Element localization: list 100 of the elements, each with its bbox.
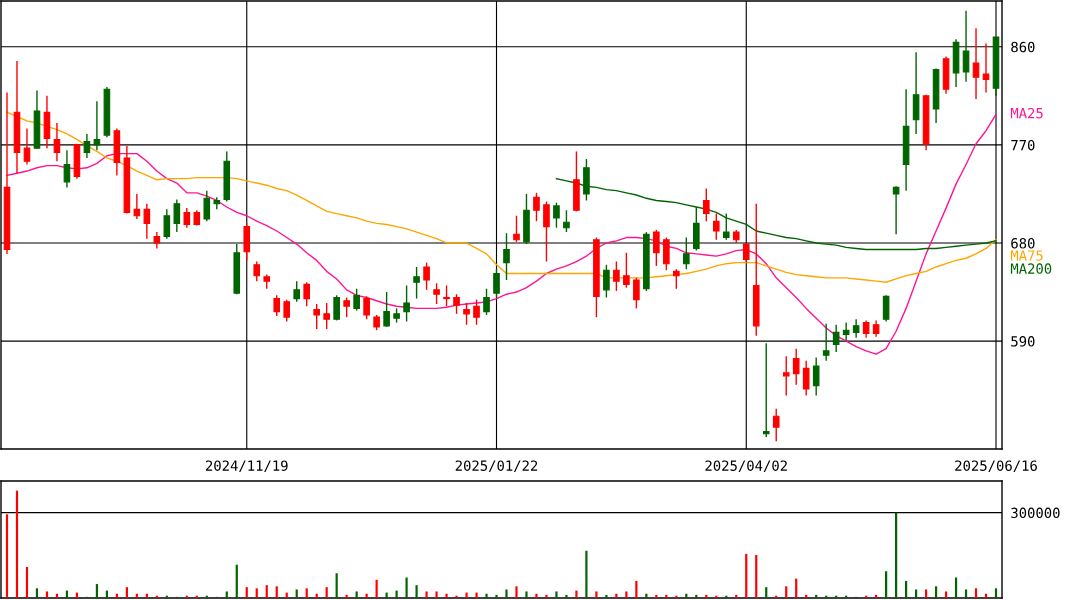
candlestick (633, 277, 640, 310)
candlestick (812, 356, 820, 397)
bar (525, 591, 528, 598)
bar (994, 588, 998, 598)
bar (5, 514, 9, 598)
candlestick (293, 280, 301, 303)
candlestick (832, 324, 840, 353)
candlestick (493, 268, 500, 299)
candlestick (323, 302, 330, 330)
y-tick-label: 590 (1011, 336, 1035, 347)
candlestick (443, 284, 450, 307)
x-tick-label: 2025/04/02 (705, 460, 787, 473)
bar (235, 564, 238, 598)
candlestick (383, 291, 390, 328)
x-tick-label: 2025/06/16 (955, 460, 1037, 473)
candlestick (183, 207, 191, 229)
candlestick (63, 149, 71, 189)
bar (565, 594, 568, 598)
y-tick-label: 300000 (1011, 507, 1060, 519)
candlestick (333, 294, 340, 322)
bar (765, 587, 768, 598)
bar (785, 586, 788, 598)
candlestick (533, 192, 540, 222)
candlestick (852, 318, 860, 339)
y-tick-label: 770 (1011, 139, 1035, 151)
candlestick (762, 342, 770, 438)
candlestick (683, 236, 690, 270)
candlestick (283, 298, 291, 323)
candlestick (513, 215, 520, 243)
bar (95, 584, 98, 598)
candlestick (842, 321, 850, 342)
bar (535, 593, 538, 598)
candlestick (413, 266, 420, 300)
candlestick (363, 295, 370, 320)
bar (944, 591, 948, 598)
bar (545, 594, 548, 598)
bar (375, 579, 378, 598)
bar (575, 590, 578, 598)
candlestick (802, 360, 810, 397)
candlestick (613, 260, 620, 292)
bar (25, 566, 29, 598)
bar (964, 589, 968, 598)
candlestick (463, 302, 470, 326)
bar (255, 588, 258, 598)
bar (515, 586, 518, 598)
bar (495, 594, 498, 598)
candlestick (53, 122, 61, 162)
bar (435, 591, 438, 598)
series-label: MA25 (1010, 107, 1043, 119)
bar (125, 587, 128, 598)
bar (934, 586, 938, 598)
candlestick (473, 298, 480, 326)
bar (35, 588, 39, 598)
bar (924, 589, 928, 598)
bar (355, 591, 358, 598)
bar (455, 595, 458, 598)
candlestick (313, 303, 320, 330)
bar (275, 586, 278, 598)
candlestick (143, 203, 151, 240)
candlestick (712, 212, 720, 241)
candlestick (822, 322, 830, 362)
series-label: MA200 (1010, 263, 1052, 274)
bar (305, 588, 308, 598)
bar (485, 593, 488, 598)
bar (225, 591, 228, 598)
candlestick (423, 261, 430, 291)
bar (465, 592, 468, 598)
line-series (6, 113, 997, 355)
candlestick (653, 229, 660, 267)
candlestick (173, 198, 181, 233)
bar (415, 585, 418, 598)
bar (325, 587, 328, 598)
bar (425, 591, 428, 598)
bar (335, 573, 338, 598)
bar (625, 591, 628, 598)
bar (405, 577, 408, 598)
bar (265, 585, 268, 598)
candlestick (303, 281, 310, 307)
bar (974, 588, 978, 598)
candlestick (553, 201, 560, 229)
bar (885, 571, 888, 598)
candlestick (343, 296, 350, 318)
candlestick (982, 42, 990, 94)
bar (295, 589, 298, 598)
bar (755, 555, 758, 598)
bar (445, 593, 448, 598)
candlestick (673, 268, 680, 290)
candlestick (273, 294, 281, 317)
candlestick (772, 407, 780, 443)
candlestick (403, 284, 410, 323)
candlestick (702, 187, 710, 222)
candlestick (722, 212, 730, 241)
candlestick (483, 288, 490, 316)
candlestick (563, 209, 570, 233)
candlestick (882, 294, 890, 323)
candlestick (83, 133, 91, 159)
candlestick (792, 348, 800, 386)
series-label: MA75 (1010, 250, 1043, 261)
bar (245, 587, 248, 598)
candlestick (603, 264, 610, 299)
